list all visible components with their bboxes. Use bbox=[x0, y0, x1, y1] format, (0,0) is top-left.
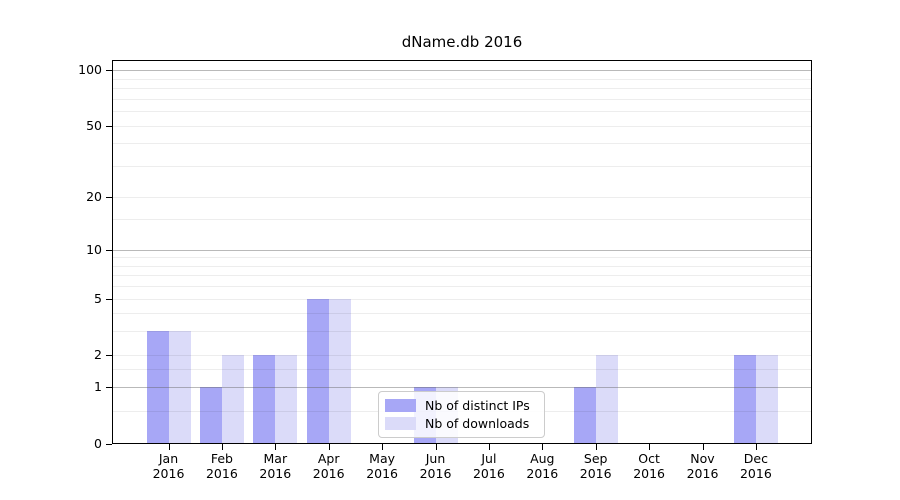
x-tick-mark bbox=[595, 444, 597, 450]
x-tick-label-aug: Aug 2016 bbox=[526, 450, 559, 481]
x-tick-mark bbox=[702, 444, 704, 450]
y-tick-mark bbox=[106, 387, 112, 389]
x-tick-label-jul: Jul 2016 bbox=[472, 450, 505, 481]
bar-downloads-sep bbox=[595, 354, 618, 444]
y-tick-mark bbox=[106, 443, 112, 445]
y-tick-mark bbox=[106, 354, 112, 356]
gridline-minor-40 bbox=[113, 143, 811, 145]
gridline-minor-9 bbox=[113, 257, 811, 259]
bar-distinct-ips-sep bbox=[573, 387, 596, 444]
gridline-minor-80 bbox=[113, 88, 811, 90]
x-tick-mark bbox=[275, 444, 277, 450]
gridline-minor-30 bbox=[113, 165, 811, 167]
x-tick-label-feb: Feb 2016 bbox=[205, 450, 238, 481]
legend-label-distinct-ips: Nb of distinct IPs bbox=[425, 397, 530, 413]
x-tick-mark bbox=[435, 444, 437, 450]
x-tick-mark bbox=[542, 444, 544, 450]
legend: Nb of distinct IPs Nb of downloads bbox=[378, 391, 545, 438]
x-tick-mark bbox=[328, 444, 330, 450]
y-tick-label: 50 bbox=[86, 117, 102, 133]
x-tick-mark bbox=[168, 444, 170, 450]
y-tick-mark bbox=[106, 125, 112, 127]
gridline-minor-20 bbox=[113, 197, 811, 199]
x-tick-label-nov: Nov 2016 bbox=[686, 450, 719, 481]
x-tick-label-jan: Jan 2016 bbox=[152, 450, 185, 481]
x-tick-label-mar: Mar 2016 bbox=[259, 450, 292, 481]
chart-title: dName.db 2016 bbox=[401, 33, 523, 51]
gridline-minor-90 bbox=[113, 78, 811, 80]
legend-swatch-downloads bbox=[385, 417, 416, 430]
bar-downloads-mar bbox=[275, 354, 298, 444]
legend-item-distinct-ips: Nb of distinct IPs bbox=[385, 397, 536, 413]
x-tick-label-sep: Sep 2016 bbox=[579, 450, 612, 481]
bar-distinct-ips-jan bbox=[146, 331, 169, 444]
bar-downloads-jan bbox=[168, 331, 191, 444]
bar-distinct-ips-dec bbox=[733, 354, 756, 444]
y-tick-label: 2 bbox=[94, 346, 102, 362]
bar-distinct-ips-apr bbox=[306, 298, 329, 444]
legend-label-downloads: Nb of downloads bbox=[425, 415, 530, 431]
y-tick-mark bbox=[106, 249, 112, 251]
y-tick-label: 10 bbox=[86, 241, 102, 257]
y-tick-label: 1 bbox=[94, 379, 102, 395]
x-tick-mark bbox=[649, 444, 651, 450]
x-tick-label-apr: Apr 2016 bbox=[312, 450, 345, 481]
y-tick-label: 0 bbox=[94, 435, 102, 451]
x-tick-mark bbox=[755, 444, 757, 450]
gridline-minor-7 bbox=[113, 275, 811, 277]
y-tick-label: 100 bbox=[78, 62, 102, 78]
gridline-minor-15 bbox=[113, 219, 811, 221]
gridline-minor-60 bbox=[113, 111, 811, 113]
bar-downloads-feb bbox=[221, 354, 244, 444]
x-tick-label-oct: Oct 2016 bbox=[633, 450, 665, 481]
x-tick-mark bbox=[488, 444, 490, 450]
gridline-minor-1.5 bbox=[113, 369, 811, 371]
legend-item-downloads: Nb of downloads bbox=[385, 415, 536, 431]
y-tick-mark bbox=[106, 197, 112, 199]
gridline-minor-8 bbox=[113, 265, 811, 267]
bar-distinct-ips-mar bbox=[253, 354, 276, 444]
gridline-minor-50 bbox=[113, 125, 811, 127]
x-tick-label-jun: Jun 2016 bbox=[419, 450, 452, 481]
y-tick-mark bbox=[106, 298, 112, 300]
gridline-minor-3 bbox=[113, 331, 811, 333]
gridline-minor-2 bbox=[113, 354, 811, 356]
x-tick-mark bbox=[382, 444, 384, 450]
gridline-minor-70 bbox=[113, 98, 811, 100]
bar-downloads-apr bbox=[328, 298, 351, 444]
gridline-major-100 bbox=[113, 70, 811, 72]
gridline-minor-5 bbox=[113, 298, 811, 300]
y-tick-mark bbox=[106, 70, 112, 72]
gridline-minor-4 bbox=[113, 313, 811, 315]
legend-swatch-distinct-ips bbox=[385, 399, 416, 412]
gridline-major-1 bbox=[113, 387, 811, 389]
x-tick-label-may: May 2016 bbox=[366, 450, 398, 481]
bar-downloads-dec bbox=[755, 354, 778, 444]
y-tick-label: 5 bbox=[94, 290, 102, 306]
gridline-minor-6 bbox=[113, 286, 811, 288]
x-tick-mark bbox=[221, 444, 223, 450]
gridline-major-10 bbox=[113, 249, 811, 251]
plot-area bbox=[112, 60, 812, 444]
y-tick-label: 20 bbox=[86, 189, 102, 205]
x-tick-label-dec: Dec 2016 bbox=[739, 450, 772, 481]
bar-distinct-ips-feb bbox=[199, 387, 222, 444]
